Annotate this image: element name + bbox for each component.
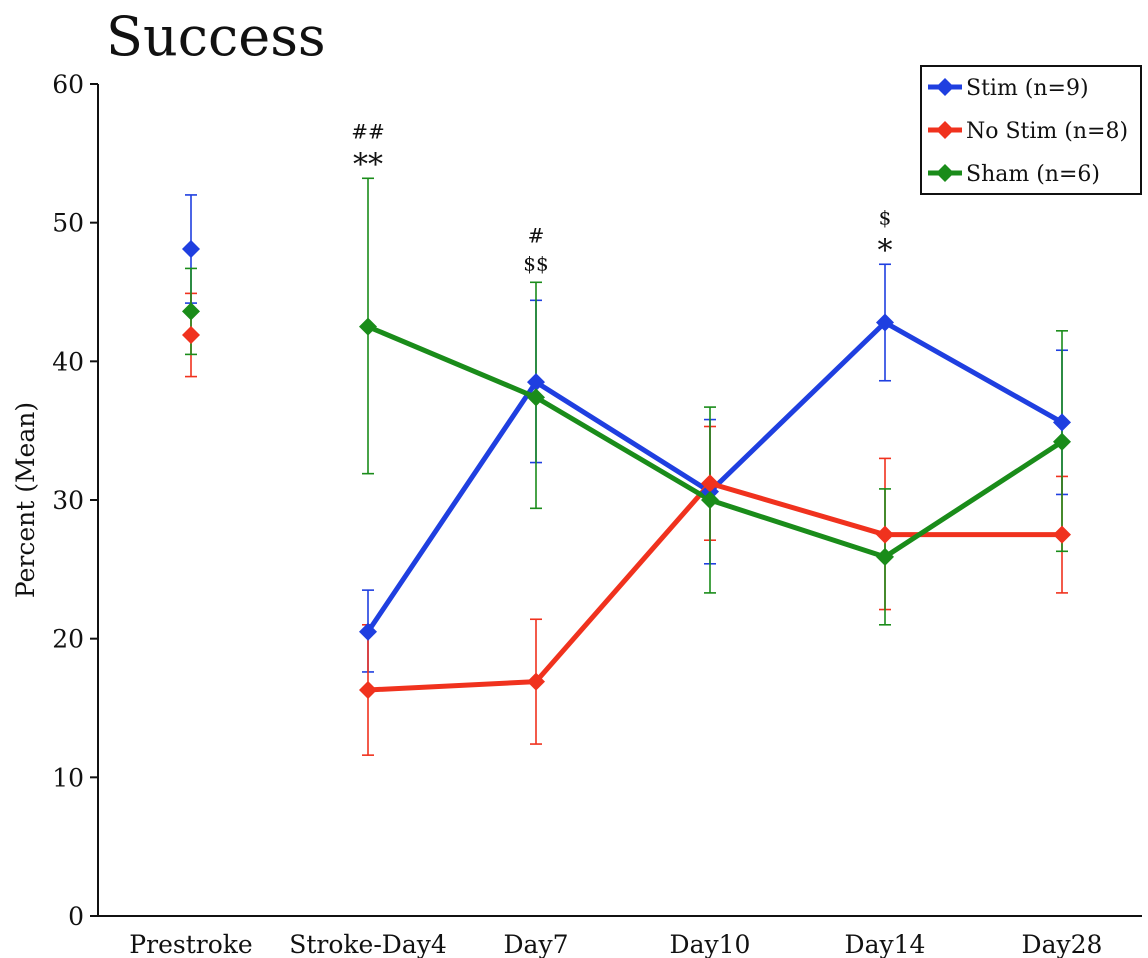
data-point	[359, 317, 377, 336]
legend-label: No Stim (n=8)	[966, 119, 1128, 144]
significance-marker: #	[528, 223, 545, 247]
data-point	[182, 302, 200, 321]
legend-swatch-marker	[936, 164, 954, 182]
significance-marker: **	[353, 147, 383, 182]
y-tick-label: 60	[52, 70, 84, 99]
y-tick-label: 50	[52, 209, 84, 238]
x-tick-label: Prestroke	[129, 930, 252, 958]
data-point	[876, 313, 894, 332]
data-point	[1053, 413, 1071, 432]
legend-swatch-marker	[936, 78, 954, 96]
significance-marker: $$	[523, 251, 548, 275]
x-tick-label: Day28	[1022, 930, 1103, 958]
data-point	[876, 525, 894, 544]
axes: 0 10 20 30 40 50 60 Prestroke Stroke-Day4 Day7 Day…	[52, 70, 1142, 958]
data-point	[182, 325, 200, 344]
data-markers	[182, 240, 1071, 699]
y-tick-label: 10	[52, 763, 84, 792]
series-line	[367, 480, 1062, 693]
legend: Stim (n=9) No Stim (n=8) Sham (n=6)	[920, 65, 1142, 195]
y-axis-label: Percent (Mean)	[11, 402, 40, 598]
significance-marker: *	[878, 233, 893, 268]
data-point	[182, 240, 200, 259]
legend-swatch-marker	[936, 121, 954, 139]
chart-title: Success	[106, 5, 326, 68]
data-point	[359, 680, 377, 699]
data-point	[359, 622, 377, 641]
significance-marker: ##	[351, 119, 385, 143]
y-tick-label: 20	[52, 625, 84, 654]
significance-annotations: ** ## $$ # * $	[351, 119, 892, 275]
legend-label: Stim (n=9)	[966, 76, 1089, 101]
data-point	[1053, 525, 1071, 544]
data-point	[527, 373, 545, 392]
error-bars	[185, 177, 1068, 756]
y-tick-label: 30	[52, 486, 84, 515]
x-tick-label: Day10	[670, 930, 751, 958]
data-point	[701, 474, 719, 493]
data-point	[527, 672, 545, 691]
series-lines	[365, 320, 1064, 693]
data-point	[876, 547, 894, 566]
y-tick-label: 0	[68, 902, 84, 931]
x-tick-label: Day14	[845, 930, 926, 958]
x-tick-label: Day7	[504, 930, 569, 958]
data-point	[527, 388, 545, 407]
legend-label: Sham (n=6)	[966, 162, 1100, 187]
data-point	[701, 491, 719, 509]
data-point	[1053, 432, 1071, 451]
significance-marker: $	[879, 205, 892, 229]
y-tick-label: 40	[52, 347, 84, 376]
x-tick-label: Stroke-Day4	[289, 930, 447, 958]
